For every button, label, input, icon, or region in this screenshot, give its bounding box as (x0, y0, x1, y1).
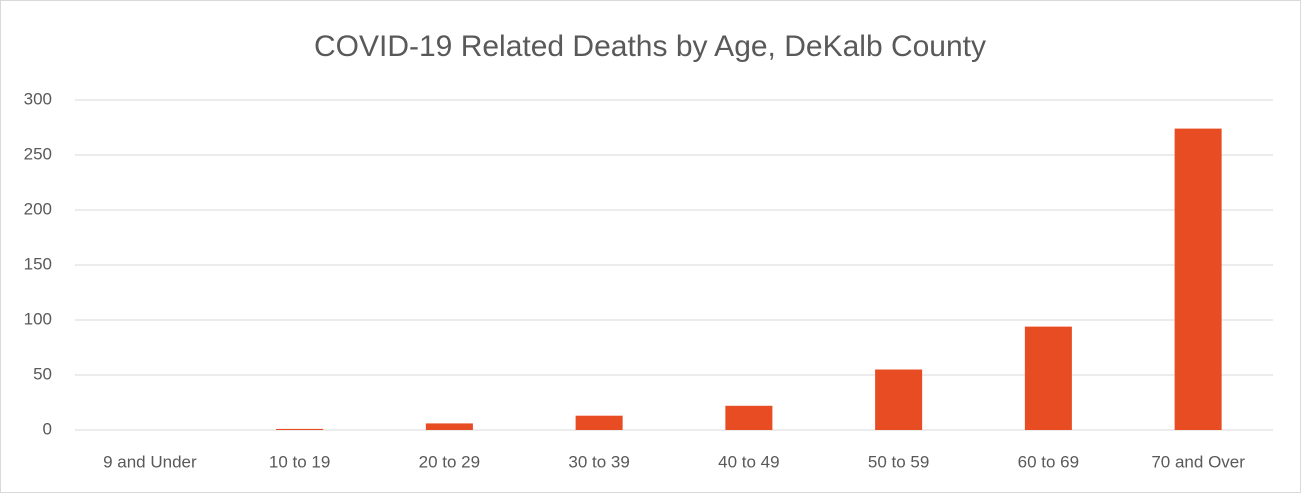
y-tick-label: 250 (24, 144, 52, 163)
bar (575, 415, 623, 430)
x-tick-label: 10 to 19 (269, 452, 330, 471)
y-tick-label: 100 (24, 309, 52, 328)
y-tick-label: 200 (24, 199, 52, 218)
y-tick-label: 300 (24, 89, 52, 108)
bar (1174, 128, 1222, 430)
y-tick-label: 150 (24, 254, 52, 273)
chart-title: COVID-19 Related Deaths by Age, DeKalb C… (314, 30, 986, 63)
x-tick-label: 40 to 49 (718, 452, 779, 471)
y-tick-label: 0 (43, 419, 52, 438)
x-tick-label: 60 to 69 (1018, 452, 1079, 471)
bar (1024, 326, 1072, 430)
bar (425, 423, 473, 430)
bar (276, 428, 324, 430)
x-tick-label: 30 to 39 (568, 452, 629, 471)
y-tick-label: 50 (33, 364, 52, 383)
x-tick-label: 70 and Over (1151, 452, 1245, 471)
x-tick-label: 9 and Under (103, 452, 197, 471)
x-tick-label: 20 to 29 (419, 452, 480, 471)
bar (725, 405, 773, 430)
bar (875, 369, 923, 430)
x-tick-label: 50 to 59 (868, 452, 929, 471)
